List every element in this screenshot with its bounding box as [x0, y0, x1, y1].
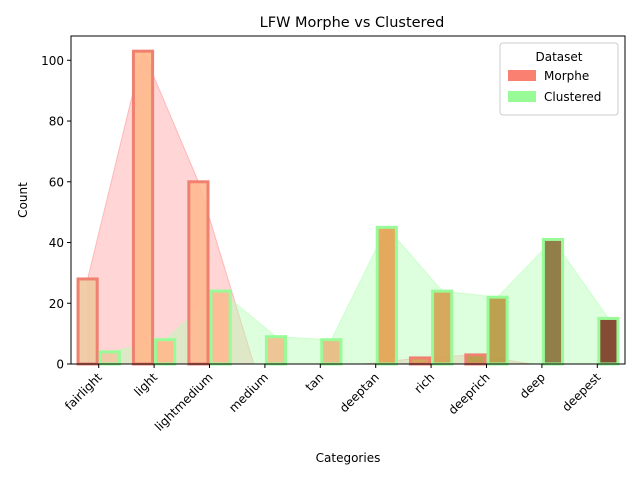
y-axis: 0 20 40 60 80 100: [41, 54, 71, 372]
bar-clustered-tan: [320, 338, 343, 366]
y-tick-label: 20: [49, 297, 64, 311]
x-axis-label: Categories: [316, 451, 381, 465]
bar-clustered-rich: [431, 289, 454, 366]
bar-clustered-deeptan: [375, 225, 398, 366]
bar-morphe-deeprich: [464, 353, 487, 366]
bar-morphe-lightmedium: [187, 180, 210, 366]
bar-clustered-lightmedium: [209, 289, 232, 366]
y-tick-label: 100: [41, 54, 64, 68]
bar-clustered-deep: [541, 237, 565, 366]
legend-swatch-clustered: [508, 91, 536, 102]
legend[interactable]: Dataset Morphe Clustered: [499, 42, 619, 116]
legend-swatch-morphe: [508, 70, 536, 81]
bar-clustered-deeprich: [486, 295, 509, 366]
bar-layer: [76, 49, 620, 366]
y-tick-label: 60: [49, 175, 64, 189]
legend-title: Dataset: [536, 50, 583, 64]
chart-title: LFW Morphe vs Clustered: [260, 15, 445, 31]
bar-clustered-medium: [264, 335, 288, 366]
bar-morphe-light: [131, 49, 155, 366]
y-axis-label: Count: [16, 182, 30, 218]
bar-clustered-fairlight: [98, 350, 121, 366]
legend-entry-clustered[interactable]: Clustered: [544, 90, 601, 104]
y-tick-label: 0: [56, 358, 64, 372]
bar-morphe-fairlight: [76, 277, 99, 366]
bar-morphe-rich: [408, 356, 432, 366]
bar-clustered-light: [154, 338, 177, 366]
plot-frame: [70, 35, 626, 365]
bar-clustered-deepest: [597, 316, 620, 366]
legend-entry-morphe[interactable]: Morphe: [544, 69, 589, 83]
y-tick-label: 80: [49, 115, 64, 129]
y-tick-label: 40: [49, 236, 64, 250]
